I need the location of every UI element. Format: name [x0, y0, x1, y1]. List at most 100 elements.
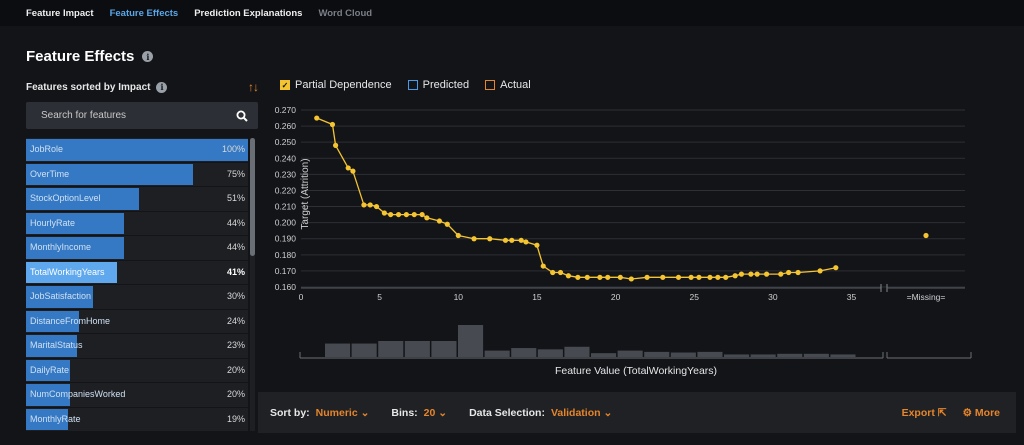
tab-prediction-explanations[interactable]: Prediction Explanations — [194, 7, 303, 19]
more-button[interactable]: ⚙ More — [963, 407, 1000, 419]
info-icon[interactable]: i — [142, 51, 154, 62]
y-tick-label: 0.180 — [275, 250, 297, 260]
feature-impact-pct: 20% — [226, 389, 245, 399]
legend-actual[interactable]: Actual — [485, 79, 531, 91]
feature-row[interactable]: TotalWorkingYears 41% — [26, 260, 248, 285]
data-point — [688, 274, 694, 280]
data-point — [707, 274, 713, 280]
checkbox-unchecked-icon[interactable] — [485, 80, 496, 90]
search-box[interactable] — [26, 102, 258, 129]
feature-name: NumCompaniesWorked — [30, 389, 126, 399]
y-tick-label: 0.270 — [275, 105, 297, 115]
impact-bar — [26, 237, 124, 259]
data-point — [403, 211, 409, 218]
y-tick-label: 0.250 — [275, 137, 297, 147]
histogram — [299, 325, 972, 359]
search-icon[interactable] — [236, 110, 248, 122]
data-point — [411, 211, 417, 218]
y-tick-label: 0.220 — [275, 185, 297, 195]
data-point — [373, 203, 380, 210]
feature-impact-pct: 51% — [226, 193, 245, 203]
legend-label: Actual — [500, 79, 531, 91]
data-point — [487, 236, 493, 242]
missing-data-point — [923, 232, 929, 239]
chart-gridlines — [301, 109, 965, 288]
tab-feature-effects[interactable]: Feature Effects — [109, 7, 179, 19]
feature-name: StockOptionLevel — [30, 193, 101, 203]
toolbar-actions: Export ⇱ ⚙ More — [902, 407, 1016, 419]
x-tick-label: 30 — [768, 292, 778, 302]
missing-value-group: =Missing= — [907, 232, 946, 302]
data-point — [424, 215, 430, 221]
data-point — [314, 115, 320, 121]
feature-row[interactable]: JobSatisfaction 30% — [26, 285, 248, 310]
impact-bar — [26, 188, 140, 210]
legend-partial-dependence[interactable]: ✓ Partial Dependence — [280, 79, 392, 91]
data-point — [565, 273, 572, 279]
bins-label: Bins: — [391, 406, 418, 419]
y-tick-label: 0.260 — [275, 121, 297, 131]
partial-dependence-series — [314, 115, 839, 282]
feature-row[interactable]: HourlyRate 44% — [26, 211, 248, 236]
feature-list: JobRole 100% OverTime 75% StockOptionLevel 51… — [26, 138, 258, 431]
feature-row[interactable]: DistanceFromHome 24% — [26, 309, 248, 334]
tab-word-cloud: Word Cloud — [318, 7, 373, 19]
feature-row[interactable]: NumCompaniesWorked 20% — [26, 383, 248, 408]
export-button[interactable]: Export ⇱ — [902, 407, 947, 419]
legend-label: Predicted — [422, 79, 470, 91]
data-point — [738, 271, 745, 277]
data-selection-label: Data Selection: — [469, 406, 545, 419]
histogram-bar — [537, 349, 563, 357]
missing-tick-label: =Missing= — [907, 292, 946, 302]
data-selection-dropdown[interactable]: Validation ⌄ — [551, 407, 612, 419]
data-point — [575, 274, 581, 280]
data-point — [696, 274, 702, 280]
feature-row[interactable]: StockOptionLevel 51% — [26, 187, 248, 212]
data-point — [388, 211, 394, 218]
data-point — [584, 274, 590, 280]
feature-row[interactable]: OverTime 75% — [26, 162, 248, 187]
feature-impact-pct: 100% — [221, 144, 245, 154]
impact-bar — [26, 359, 71, 381]
info-icon[interactable]: i — [156, 81, 168, 93]
search-input[interactable] — [41, 110, 221, 121]
checkbox-checked-icon[interactable]: ✓ — [280, 80, 290, 90]
data-point — [786, 269, 792, 276]
x-tick-label: 20 — [611, 292, 621, 302]
feature-list-scrollbar[interactable] — [250, 138, 255, 431]
feature-impact-pct: 23% — [226, 340, 245, 350]
histogram-bar — [351, 343, 377, 357]
feature-row[interactable]: JobRole 100% — [26, 138, 248, 163]
scrollbar-thumb[interactable] — [250, 138, 255, 256]
sort-dropdown[interactable]: Numeric ⌄ — [316, 407, 370, 419]
features-heading-row: Features sorted by Impact i — [26, 81, 168, 93]
data-point — [795, 269, 801, 276]
histogram-bar — [697, 351, 723, 357]
legend-predicted[interactable]: Predicted — [407, 79, 470, 91]
histogram-bar — [803, 353, 829, 357]
feature-row[interactable]: MaritalStatus 23% — [26, 334, 248, 359]
sidebar-header: Features sorted by Impact i ↑↓ — [26, 80, 259, 94]
chart-legend: ✓ Partial Dependence Predicted Actual — [280, 79, 531, 91]
y-tick-label: 0.170 — [275, 266, 297, 276]
bins-dropdown[interactable]: 20 ⌄ — [424, 407, 447, 419]
x-tick-label: 35 — [847, 292, 857, 302]
feature-row[interactable]: MonthlyIncome 44% — [26, 236, 248, 261]
data-point — [502, 237, 509, 243]
tab-feature-impact[interactable]: Feature Impact — [26, 7, 94, 19]
data-point — [617, 274, 623, 280]
export-label: Export — [901, 406, 935, 419]
data-point — [540, 263, 546, 269]
feature-name: DistanceFromHome — [30, 315, 111, 326]
x-tick-label: 25 — [690, 292, 700, 302]
data-point — [675, 274, 682, 280]
sort-value: Numeric — [315, 406, 358, 419]
feature-row[interactable]: MonthlyRate 19% — [26, 407, 248, 431]
data-point — [732, 273, 738, 279]
checkbox-unchecked-icon[interactable] — [407, 80, 418, 90]
feature-name: MonthlyRate — [30, 413, 81, 424]
data-point — [754, 271, 760, 277]
feature-row[interactable]: DailyRate 20% — [26, 358, 248, 383]
sort-arrows-icon[interactable]: ↑↓ — [248, 80, 259, 94]
data-point — [605, 274, 611, 280]
